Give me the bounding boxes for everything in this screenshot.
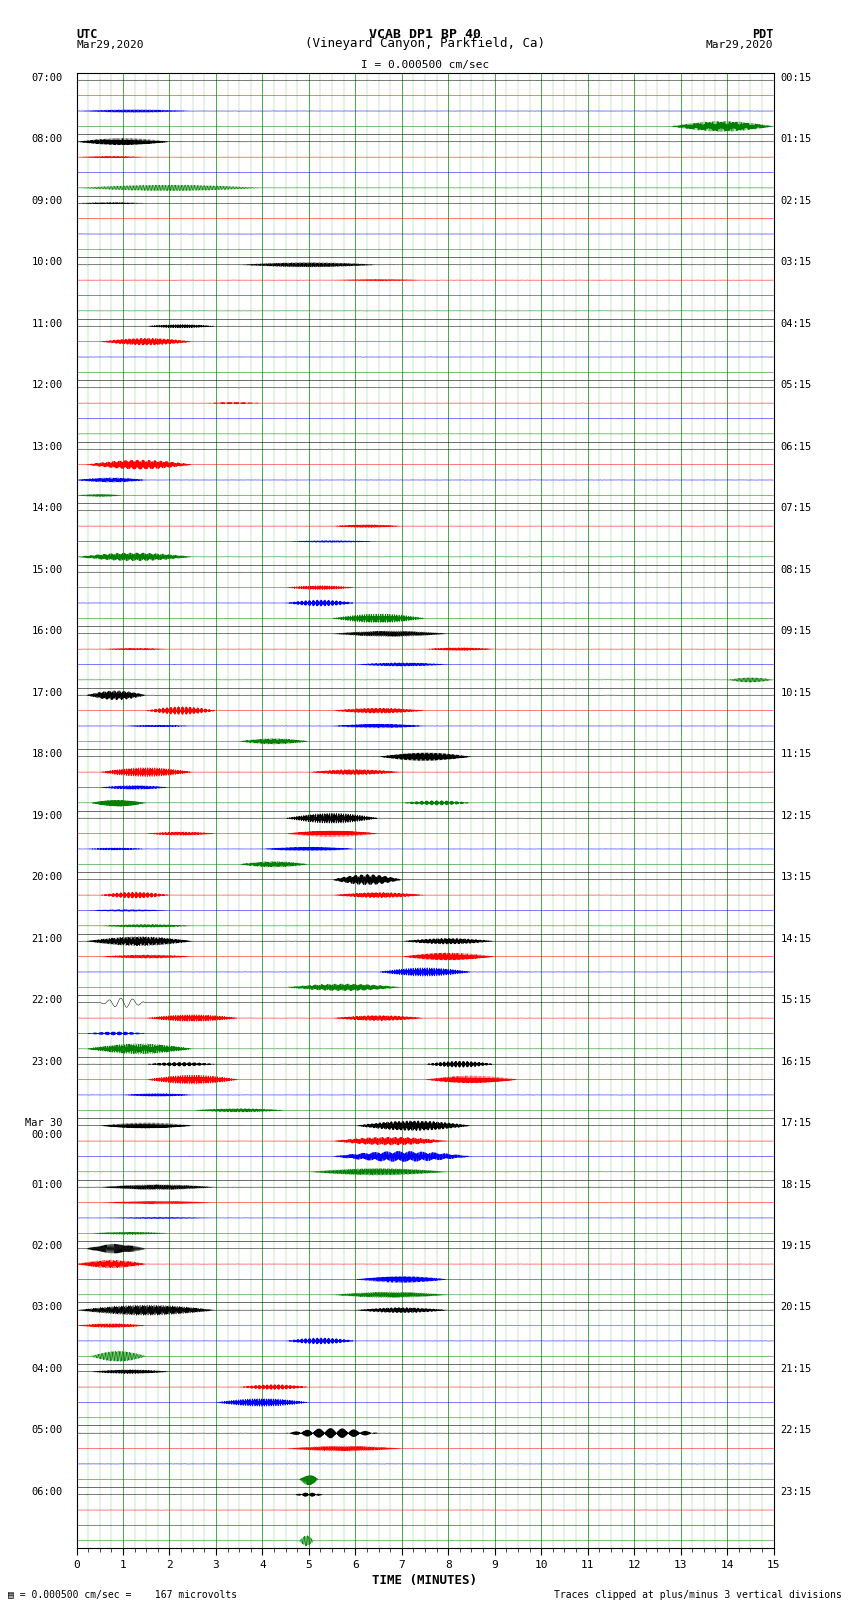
Text: 06:15: 06:15 xyxy=(780,442,812,452)
Text: 19:00: 19:00 xyxy=(31,811,63,821)
Text: 04:15: 04:15 xyxy=(780,319,812,329)
Text: 10:00: 10:00 xyxy=(31,256,63,268)
Text: Traces clipped at plus/minus 3 vertical divisions: Traces clipped at plus/minus 3 vertical … xyxy=(553,1590,842,1600)
Text: Mar29,2020: Mar29,2020 xyxy=(76,40,144,50)
Text: 11:00: 11:00 xyxy=(31,319,63,329)
Text: 02:00: 02:00 xyxy=(31,1240,63,1252)
Text: ▤ = 0.000500 cm/sec =    167 microvolts: ▤ = 0.000500 cm/sec = 167 microvolts xyxy=(8,1590,238,1600)
Text: 14:15: 14:15 xyxy=(780,934,812,944)
Text: 13:15: 13:15 xyxy=(780,873,812,882)
Text: 14:00: 14:00 xyxy=(31,503,63,513)
Text: 07:00: 07:00 xyxy=(31,73,63,82)
Text: 00:15: 00:15 xyxy=(780,73,812,82)
Text: 20:00: 20:00 xyxy=(31,873,63,882)
Text: 07:15: 07:15 xyxy=(780,503,812,513)
Text: 08:15: 08:15 xyxy=(780,565,812,574)
Text: 20:15: 20:15 xyxy=(780,1303,812,1313)
Text: 02:15: 02:15 xyxy=(780,195,812,205)
Text: 01:00: 01:00 xyxy=(31,1179,63,1189)
Text: 08:00: 08:00 xyxy=(31,134,63,144)
Text: 17:00: 17:00 xyxy=(31,687,63,697)
Text: UTC: UTC xyxy=(76,27,98,40)
Text: 03:15: 03:15 xyxy=(780,256,812,268)
Text: 23:00: 23:00 xyxy=(31,1057,63,1066)
Text: Mar 30
00:00: Mar 30 00:00 xyxy=(25,1118,63,1140)
Text: 01:15: 01:15 xyxy=(780,134,812,144)
Text: 16:15: 16:15 xyxy=(780,1057,812,1066)
Text: 15:15: 15:15 xyxy=(780,995,812,1005)
Text: 13:00: 13:00 xyxy=(31,442,63,452)
Text: 06:00: 06:00 xyxy=(31,1487,63,1497)
Text: 18:00: 18:00 xyxy=(31,748,63,760)
Text: 16:00: 16:00 xyxy=(31,626,63,636)
Text: 04:00: 04:00 xyxy=(31,1365,63,1374)
Text: 21:15: 21:15 xyxy=(780,1365,812,1374)
Text: 09:00: 09:00 xyxy=(31,195,63,205)
Text: 22:15: 22:15 xyxy=(780,1426,812,1436)
X-axis label: TIME (MINUTES): TIME (MINUTES) xyxy=(372,1574,478,1587)
Text: 05:15: 05:15 xyxy=(780,381,812,390)
Text: 17:15: 17:15 xyxy=(780,1118,812,1127)
Text: 11:15: 11:15 xyxy=(780,748,812,760)
Text: 21:00: 21:00 xyxy=(31,934,63,944)
Text: 23:15: 23:15 xyxy=(780,1487,812,1497)
Text: 10:15: 10:15 xyxy=(780,687,812,697)
Text: 05:00: 05:00 xyxy=(31,1426,63,1436)
Text: (Vineyard Canyon, Parkfield, Ca): (Vineyard Canyon, Parkfield, Ca) xyxy=(305,37,545,50)
Text: 15:00: 15:00 xyxy=(31,565,63,574)
Text: 09:15: 09:15 xyxy=(780,626,812,636)
Text: I = 0.000500 cm/sec: I = 0.000500 cm/sec xyxy=(361,60,489,69)
Text: 18:15: 18:15 xyxy=(780,1179,812,1189)
Text: 12:15: 12:15 xyxy=(780,811,812,821)
Text: PDT: PDT xyxy=(752,27,774,40)
Text: VCAB DP1 BP 40: VCAB DP1 BP 40 xyxy=(369,27,481,40)
Text: Mar29,2020: Mar29,2020 xyxy=(706,40,774,50)
Text: 12:00: 12:00 xyxy=(31,381,63,390)
Text: 22:00: 22:00 xyxy=(31,995,63,1005)
Text: 03:00: 03:00 xyxy=(31,1303,63,1313)
Text: 19:15: 19:15 xyxy=(780,1240,812,1252)
